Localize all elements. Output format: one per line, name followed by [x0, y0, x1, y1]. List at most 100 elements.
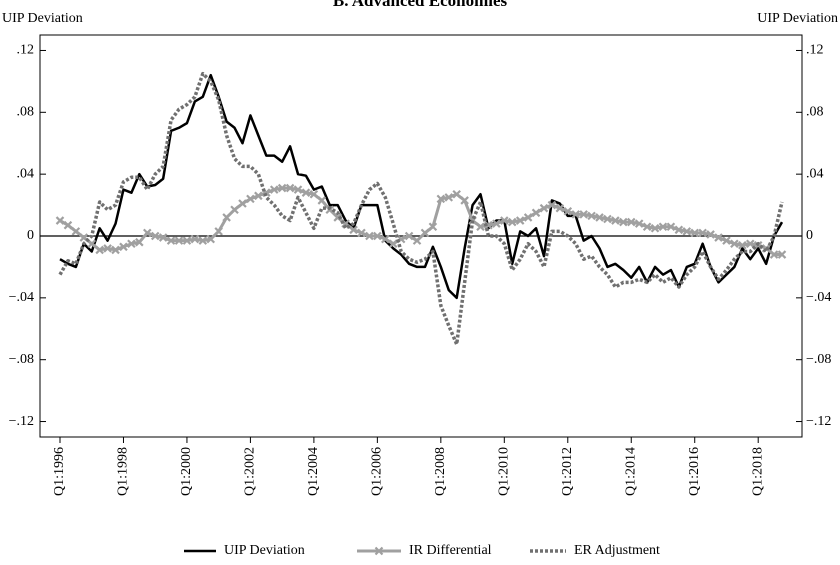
marker: [182, 236, 192, 245]
marker: [254, 191, 263, 201]
marker: [500, 216, 509, 225]
x-tick-label: Q1:1996: [52, 447, 67, 496]
marker: [135, 237, 144, 247]
marker: [127, 239, 136, 249]
marker: [484, 220, 493, 230]
marker: [507, 217, 517, 227]
marker: [428, 222, 438, 232]
marker: [579, 210, 588, 219]
marker: [198, 236, 208, 245]
marker: [166, 236, 176, 245]
marker: [706, 230, 715, 239]
marker: [420, 228, 430, 238]
marker: [777, 250, 787, 259]
marker: [269, 185, 279, 194]
marker: [626, 217, 636, 227]
y-axis-label: UIP Deviation: [2, 11, 83, 26]
marker: [222, 213, 231, 222]
marker: [374, 546, 384, 556]
marker: [515, 216, 525, 225]
marker: [142, 228, 152, 238]
marker: [555, 203, 565, 213]
marker: [476, 222, 485, 232]
marker: [714, 233, 723, 242]
marker: [523, 213, 533, 222]
marker: [412, 236, 422, 245]
x-tick-label: Q1:2000: [179, 447, 194, 496]
marker: [690, 228, 700, 238]
marker: [436, 194, 446, 204]
marker: [650, 223, 660, 233]
marker: [730, 239, 739, 249]
marker: [722, 236, 731, 245]
y2-tick-label: .04: [806, 166, 824, 181]
marker: [571, 210, 580, 219]
marker: [150, 231, 160, 241]
marker: [190, 234, 200, 244]
marker: [246, 194, 255, 204]
x-tick-label: Q1:2006: [370, 447, 385, 496]
marker: [634, 219, 644, 228]
marker: [285, 183, 295, 193]
marker: [444, 193, 454, 202]
legend-label: ER Adjustment: [574, 543, 660, 558]
x-tick-label: Q1:2002: [243, 447, 258, 496]
marker: [301, 188, 311, 197]
marker: [539, 203, 549, 213]
marker: [238, 199, 247, 208]
marker: [71, 227, 81, 236]
marker: [95, 245, 104, 255]
marker: [738, 240, 747, 250]
x-tick-label: Q1:2008: [433, 447, 448, 496]
marker: [531, 208, 541, 218]
marker: [492, 219, 501, 228]
marker: [674, 225, 684, 235]
marker: [277, 183, 287, 193]
marker: [658, 222, 668, 232]
marker: [230, 205, 239, 214]
x-tick-label: Q1:2012: [560, 447, 575, 496]
y-tick-label: .08: [17, 105, 35, 120]
marker: [119, 242, 128, 252]
marker: [769, 250, 779, 259]
y2-axis-label: UIP Deviation: [757, 11, 838, 26]
marker: [373, 231, 382, 241]
y-tick-label: .12: [17, 43, 35, 58]
chart-title: B. Advanced Economies: [333, 0, 508, 10]
y2-tick-label: .12: [806, 43, 824, 58]
marker: [55, 216, 65, 225]
marker: [206, 234, 216, 244]
marker: [293, 185, 303, 194]
y2-tick-label: 0: [806, 228, 813, 243]
marker: [404, 231, 414, 241]
x-tick-label: Q1:2010: [497, 447, 512, 496]
y-tick-label: 0: [27, 228, 34, 243]
marker: [619, 217, 628, 227]
y2-tick-label: −.12: [806, 414, 831, 429]
y-tick-label: −.12: [9, 414, 34, 429]
marker: [388, 239, 398, 249]
marker: [357, 228, 366, 238]
legend-label: UIP Deviation: [224, 543, 305, 558]
marker: [682, 227, 692, 236]
marker: [587, 211, 596, 221]
y-tick-label: −.08: [9, 352, 34, 367]
marker: [745, 239, 755, 249]
marker: [595, 213, 604, 222]
marker: [349, 225, 358, 235]
marker: [452, 189, 461, 199]
x-tick-label: Q1:1998: [116, 447, 131, 496]
marker: [333, 213, 342, 222]
marker: [87, 239, 97, 249]
marker: [381, 234, 390, 244]
marker: [666, 222, 676, 232]
x-tick-label: Q1:2014: [623, 447, 638, 496]
y2-tick-label: .08: [806, 105, 824, 120]
marker: [547, 200, 557, 210]
marker: [365, 231, 374, 241]
x-tick-label: Q1:2016: [687, 447, 702, 496]
x-tick-label: Q1:2018: [750, 447, 765, 496]
legend-label: IR Differential: [409, 543, 492, 558]
